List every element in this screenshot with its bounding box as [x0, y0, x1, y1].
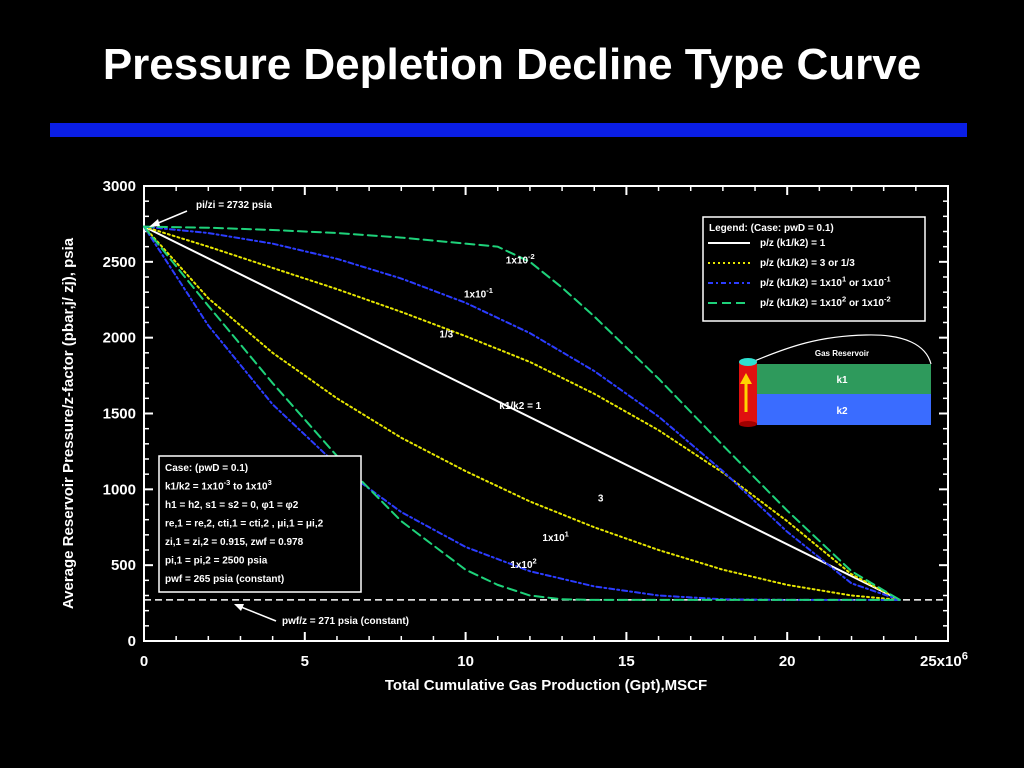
x-tick-label: 10 [457, 653, 474, 670]
case-box-line: Case: (pwD = 0.1) [165, 463, 248, 474]
well-top [739, 358, 757, 366]
legend-label: p/z (k1/k2) = 1x101​ or 1x10-1​ [760, 275, 891, 290]
y-tick-label: 500 [111, 557, 136, 574]
x-tick-label: 20 [779, 653, 796, 670]
schematic-outline [751, 334, 932, 365]
layer-k1 [757, 364, 931, 394]
x-tick-label: 5 [301, 653, 309, 670]
case-box-line: k1/k2 = 1x10-3​ to 1x103​ [165, 478, 272, 493]
curve-label: k1/k2 = 1 [499, 401, 541, 412]
case-box-line: h1 = h2, s1 = s2 = 0, φ1 = φ2 [165, 500, 299, 511]
title-divider [50, 123, 967, 137]
x-tick-label: 0 [140, 653, 148, 670]
well-bottom [739, 421, 757, 427]
curve-label: 1/3 [439, 330, 453, 341]
series-line [143, 225, 901, 601]
y-tick-label: 0 [128, 633, 136, 650]
layer2-label: k2 [836, 406, 848, 417]
layer-k2 [757, 394, 931, 425]
case-box-line: pwf = 265 psia (constant) [165, 574, 284, 585]
x-axis-label: Total Cumulative Gas Production (Gpt),MS… [385, 677, 707, 694]
flow-arrow-head [740, 373, 752, 384]
page-title: Pressure Depletion Decline Type Curve [102, 40, 922, 89]
case-box-frame [158, 455, 362, 593]
curve-label: 1x102​ [510, 557, 536, 572]
curve-label: 1x10-2​ [506, 252, 535, 267]
case-box: Case: (pwD = 0.1) k1/k2 = 1x10-3​ to 1x10… [158, 455, 362, 593]
legend-label: p/z (k1/k2) = 3 or 1/3 [760, 258, 855, 269]
y-tick-label: 3000 [103, 178, 136, 195]
schematic-title: Gas Reservoir [815, 349, 869, 358]
x-tick-label: 25x106​ [920, 650, 968, 670]
y-tick-label: 1000 [103, 481, 136, 498]
curve-label: 1x101​ [542, 529, 568, 544]
y-tick-label: 2500 [103, 254, 136, 271]
legend-label: p/z (k1/k2) = 1x102​ or 1x10-2​ [760, 295, 891, 310]
initial-pz-annotation: pi/zi = 2732 psia [196, 200, 272, 211]
reservoir-schematic: Gas Reservoir k1 k2 [739, 334, 932, 427]
layer1-label: k1 [836, 375, 848, 386]
curve-label: 3 [598, 493, 604, 504]
legend-title: Legend: (Case: pwD = 0.1) [709, 223, 834, 234]
case-box-line: re,1 = re,2, cti,1 = cti,2 , μi,1 = μi,2 [165, 519, 324, 530]
y-tick-label: 2000 [103, 330, 136, 347]
annotation-arrow [235, 604, 277, 622]
curve-label: 1x10-1​ [464, 286, 493, 301]
arrow-head [234, 604, 244, 611]
legend-frame [702, 216, 926, 322]
arrow-head [149, 219, 160, 227]
x-tick-label: 15 [618, 653, 635, 670]
well-bore [739, 362, 757, 424]
series-line [143, 225, 901, 601]
series-line [143, 225, 901, 601]
legend: Legend: (Case: pwD = 0.1) p/z (k1/k2) = 1… [702, 216, 926, 322]
series-line [143, 225, 901, 601]
pwf-annotation: pwf/z = 271 psia (constant) [282, 616, 409, 627]
series-line [143, 225, 901, 601]
y-tick-label: 1500 [103, 406, 136, 423]
case-box-line: zi,1 = zi,2 = 0.915, zwf = 0.978 [165, 537, 304, 548]
y-axis-label: Average Reservoir Pressure/z-factor (pba… [60, 237, 77, 609]
series-line [143, 225, 901, 601]
legend-label: p/z (k1/k2) = 1 [760, 238, 826, 249]
case-box-line: pi,1 = pi,2 = 2500 psia [165, 556, 268, 567]
